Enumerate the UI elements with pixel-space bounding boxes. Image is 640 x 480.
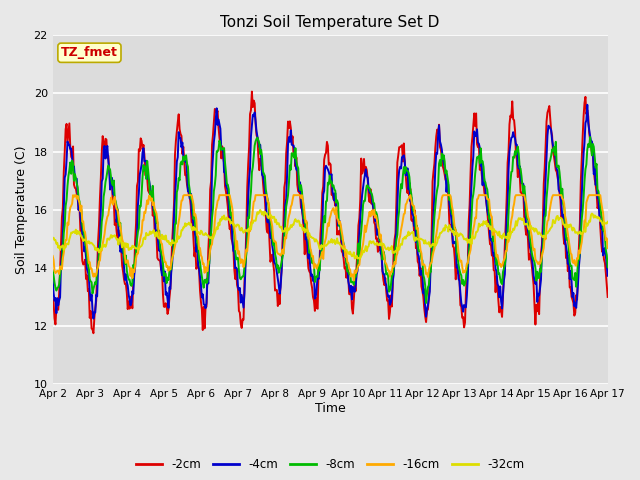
Legend: -2cm, -4cm, -8cm, -16cm, -32cm: -2cm, -4cm, -8cm, -16cm, -32cm: [132, 453, 529, 476]
Title: Tonzi Soil Temperature Set D: Tonzi Soil Temperature Set D: [221, 15, 440, 30]
X-axis label: Time: Time: [315, 402, 346, 415]
Y-axis label: Soil Temperature (C): Soil Temperature (C): [15, 145, 28, 274]
Text: TZ_fmet: TZ_fmet: [61, 46, 118, 59]
